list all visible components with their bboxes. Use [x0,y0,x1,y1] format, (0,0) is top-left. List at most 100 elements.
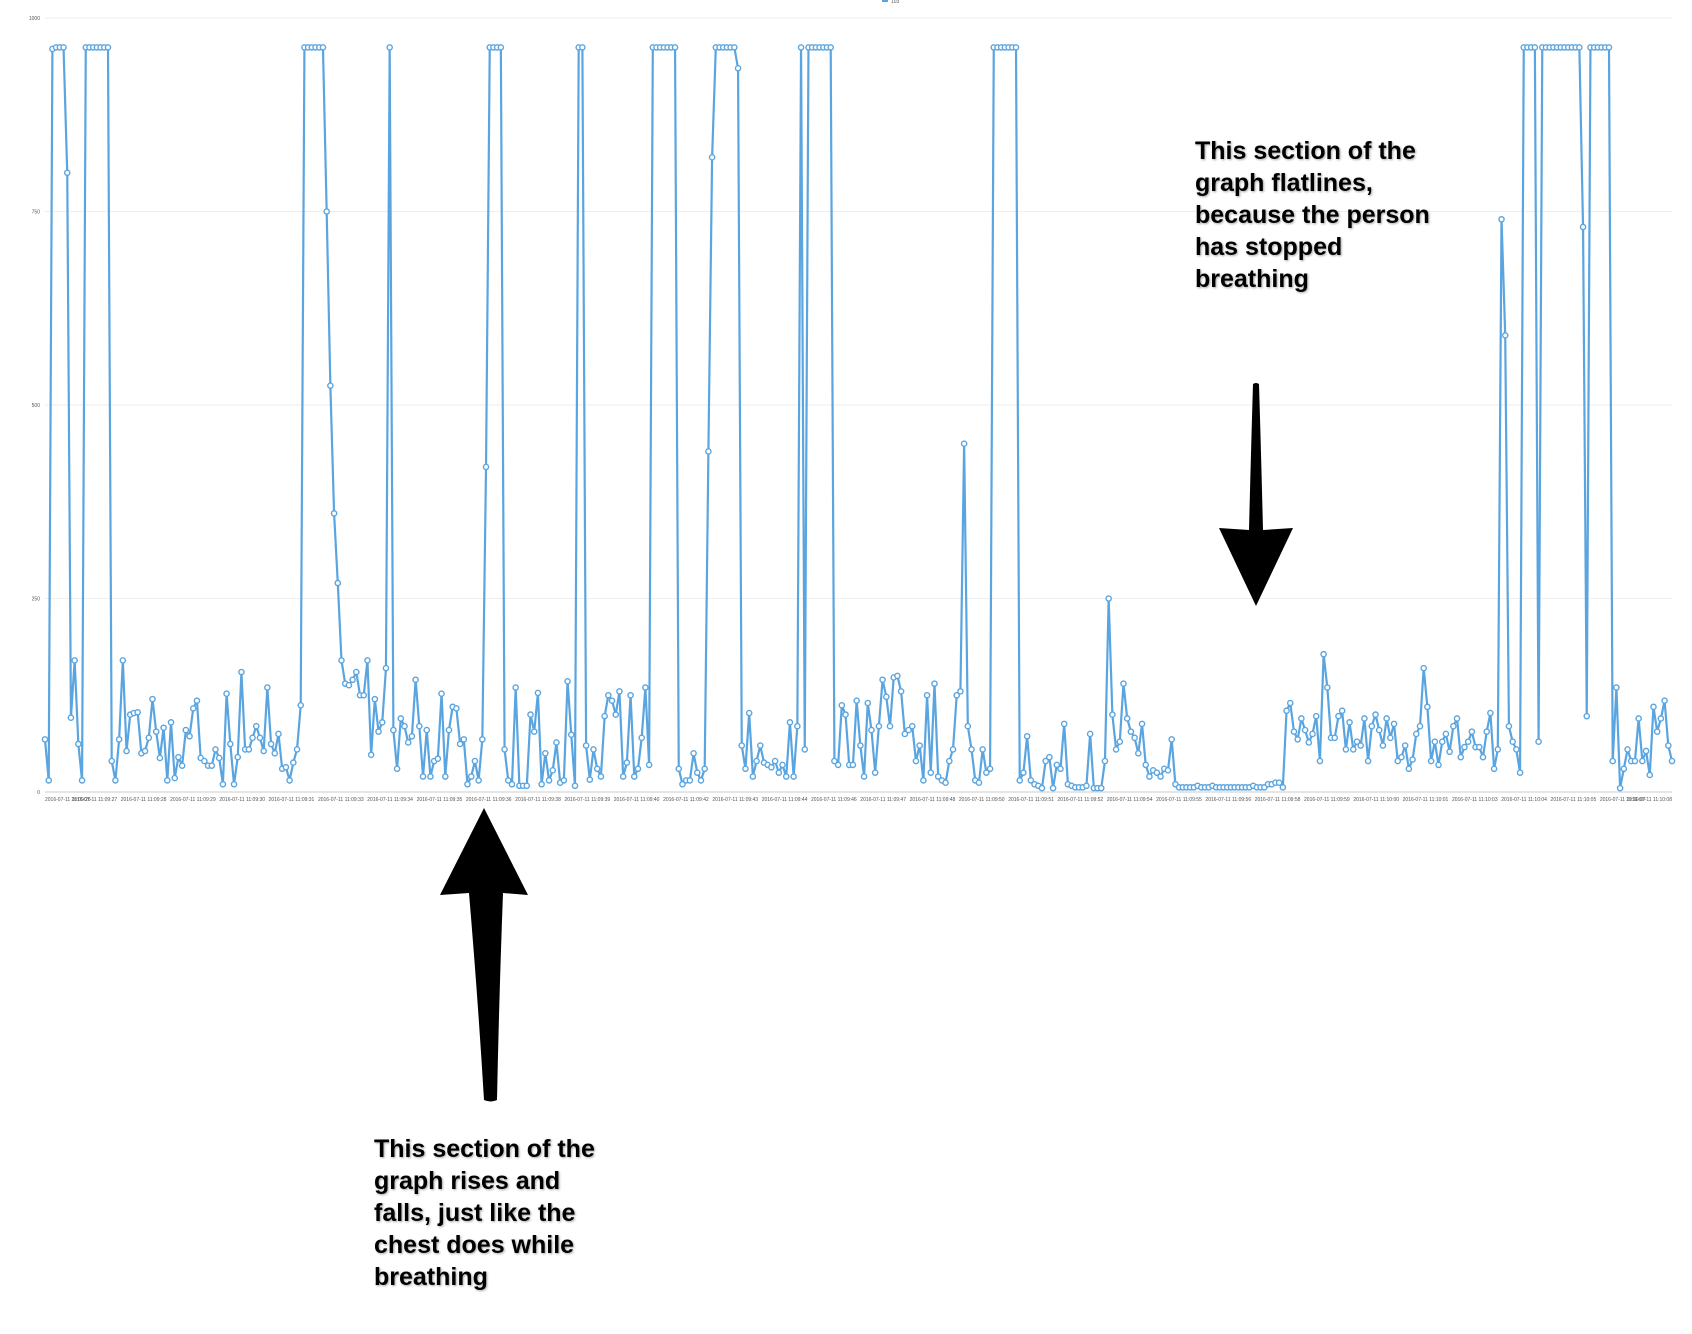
data-point [1279,784,1287,791]
data-point [63,169,71,177]
data-point [123,747,130,755]
data-point [504,777,512,784]
x-tick-label: 2016-07-11 11:09:46 [811,797,857,803]
data-point [1398,753,1405,761]
data-point [1394,757,1402,765]
data-point [1653,728,1661,735]
data-point [523,782,531,790]
data-point [968,746,975,753]
data-point [701,765,708,773]
data-point [386,44,393,51]
data-point [879,676,886,684]
data-point [630,773,638,780]
data-point [1613,684,1620,691]
data-point [508,780,516,788]
data-point [749,773,757,780]
data-point [949,746,957,753]
data-point [1624,746,1631,753]
data-point [593,765,601,773]
x-tick-label: 2016-07-11 11:09:38 [515,797,561,803]
data-point [423,726,431,734]
data-point [260,747,267,755]
data-point [953,691,961,699]
x-tick-label: 2016-07-11 11:10:03 [1452,797,1498,803]
data-point [360,691,368,699]
data-point [905,726,912,734]
x-tick-label: 2016-07-11 11:09:43 [712,797,758,803]
data-point [779,761,786,769]
x-tick-label: 2016-07-11 11:09:54 [1107,797,1153,803]
data-point [1312,712,1320,720]
data-point [327,382,334,389]
y-axis-ticks: 1000 750 500 250 0 [29,16,40,796]
legend: 103 [882,0,900,5]
data-point [530,728,538,735]
data-point [745,709,753,717]
data-point [1513,746,1520,753]
data-point [1142,761,1150,769]
data-point [1316,757,1324,765]
data-point [964,722,972,730]
data-point [1309,730,1316,738]
data-point [605,691,612,699]
data-point [849,761,857,769]
data-point [871,769,879,776]
data-point [771,757,779,765]
data-point [1349,746,1357,753]
data-point [397,715,405,722]
data-point [1412,730,1420,738]
data-point [1027,777,1035,784]
data-point [538,780,545,788]
data-point [1479,753,1487,761]
data-point [108,757,116,765]
data-point [264,684,271,691]
data-point [853,697,860,704]
data-point [612,711,620,718]
data-point [297,702,305,709]
x-tick-label: 2016-07-11 11:09:39 [564,797,610,803]
data-point [212,746,219,753]
data-point [775,769,783,776]
data-point [1620,765,1628,773]
data-point [1053,761,1061,769]
data-point [249,734,256,742]
data-point [975,779,983,787]
data-point [1086,730,1094,738]
data-point [453,705,460,712]
data-point [71,657,78,664]
data-point [923,691,931,699]
data-point [1109,711,1116,718]
data-point [1442,730,1450,738]
data-point [416,722,423,730]
data-point [193,697,201,704]
data-point [731,44,738,51]
data-point [175,753,182,761]
data-point [275,730,282,738]
data-point [1453,715,1461,722]
data-point [1483,728,1490,735]
data-point [1450,722,1457,730]
data-point [827,44,835,51]
data-point [801,746,809,753]
data-point [616,688,623,695]
data-point [1661,697,1668,704]
x-tick-label: 2016-07-11 11:10:05 [1551,797,1597,803]
data-point [582,742,590,749]
data-point [1046,753,1053,761]
data-point [1446,748,1453,756]
data-point [838,702,846,709]
data-point [894,672,901,680]
x-tick-label: 2016-07-11 11:09:27 [71,797,117,803]
data-point [1361,715,1368,722]
data-point [441,773,449,780]
data-point [1424,703,1431,711]
data-point [934,773,942,780]
data-point [163,777,171,784]
data-point [1535,738,1542,745]
data-point [1294,736,1301,743]
data-point [378,719,386,726]
data-point [1668,757,1676,765]
breathing-annotation: This section of the graph rises and fall… [374,1135,595,1291]
data-point [1390,720,1398,728]
data-point [271,750,279,757]
